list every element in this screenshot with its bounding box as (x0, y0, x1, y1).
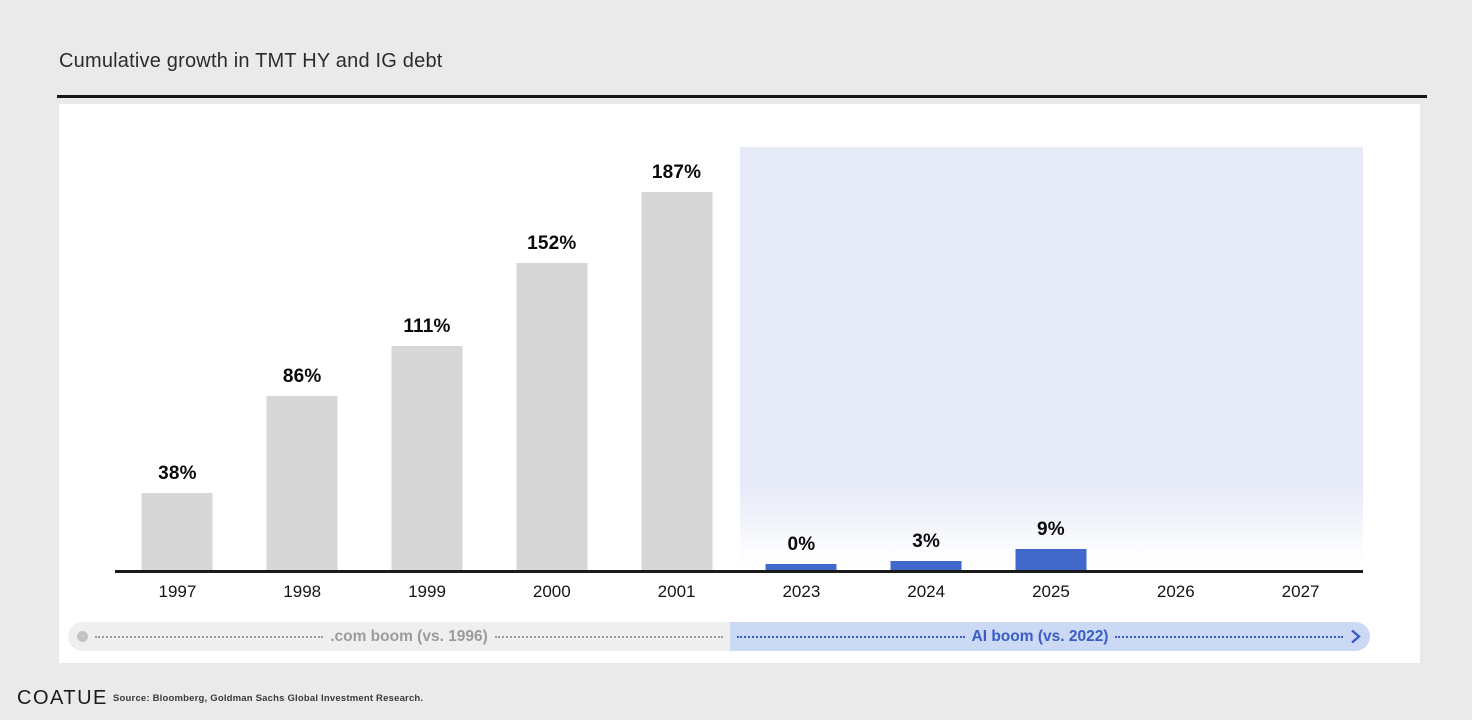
x-tick-2023: 2023 (782, 582, 821, 601)
bar-column-1998: 86% (240, 104, 365, 570)
bar-1998 (266, 396, 338, 570)
value-label-1997: 38% (158, 463, 197, 484)
bar-column-2027 (1238, 104, 1363, 570)
bar-column-1997: 38% (115, 104, 240, 570)
bar-2001 (641, 192, 713, 570)
value-label-2000: 152% (527, 233, 577, 254)
bar-column-2024: 3% (864, 104, 989, 570)
x-axis-labels: 1997 1998 1999 2000 2001 2023 2024 2025 2026 2027 (115, 582, 1363, 602)
dotted-line (95, 635, 324, 638)
bar-2000 (516, 263, 588, 570)
bar-1997 (141, 493, 213, 570)
value-label-2025: 9% (1037, 519, 1065, 540)
bar-column-2001: 187% (614, 104, 739, 570)
bar-column-2023: 0% (739, 104, 864, 570)
arrow-right-icon (1350, 629, 1361, 644)
source-text: Source: Bloomberg, Goldman Sachs Global … (113, 693, 424, 704)
dotted-line (1115, 635, 1343, 638)
value-label-1999: 111% (403, 316, 451, 337)
value-label-2024: 3% (912, 531, 941, 552)
bar-2023 (765, 564, 837, 570)
circle-outline-icon (77, 631, 88, 642)
x-axis-line (115, 570, 1363, 573)
title-divider (57, 95, 1427, 98)
bar-column-2000: 152% (489, 104, 614, 570)
x-tick-1997: 1997 (158, 582, 197, 601)
era-bands: .com boom (vs. 1996) AI boom (vs. 2022) (68, 622, 1370, 651)
ai-boom-band: AI boom (vs. 2022) (730, 622, 1370, 651)
value-label-2023: 0% (787, 534, 816, 555)
x-tick-2026: 2026 (1156, 582, 1195, 601)
dotcom-boom-band: .com boom (vs. 1996) (68, 622, 730, 651)
x-tick-2027: 2027 (1281, 582, 1320, 601)
x-tick-2000: 2000 (532, 582, 571, 601)
bar-2025 (1015, 549, 1087, 570)
bar-column-2025: 9% (989, 104, 1114, 570)
x-tick-2024: 2024 (907, 582, 946, 601)
x-tick-1999: 1999 (408, 582, 446, 601)
value-label-2001: 187% (651, 162, 702, 183)
coatue-logo: COATUE (17, 687, 108, 709)
x-tick-2001: 2001 (657, 582, 696, 601)
x-tick-1998: 1998 (283, 582, 322, 601)
bar-2024 (890, 561, 962, 570)
ai-boom-highlight-region (740, 147, 1363, 571)
bar-column-1999: 111% (365, 104, 490, 570)
page-title: Cumulative growth in TMT HY and IG debt (59, 50, 443, 72)
bar-column-2026 (1113, 104, 1238, 570)
ai-boom-label: AI boom (vs. 2022) (971, 627, 1109, 645)
bar-1999 (391, 346, 463, 570)
dotted-line (737, 635, 965, 638)
dotted-line (494, 635, 724, 638)
bar-chart: 38% 86% 111% 152% 187% 0% 3% 9% (115, 104, 1363, 570)
x-tick-2025: 2025 (1032, 582, 1070, 601)
value-label-1998: 86% (282, 366, 322, 387)
dotcom-boom-label: .com boom (vs. 1996) (330, 627, 488, 645)
chart-panel: 38% 86% 111% 152% 187% 0% 3% 9% 1997 1998 1999 200… (59, 104, 1420, 663)
